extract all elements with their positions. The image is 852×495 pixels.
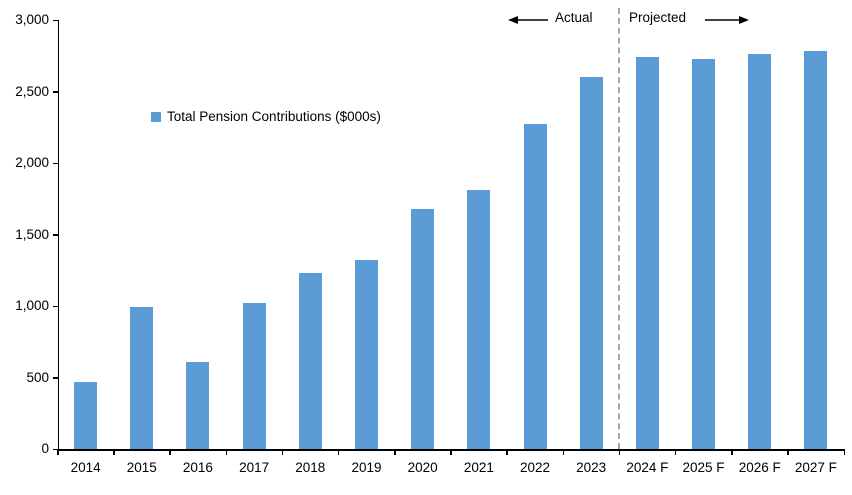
projected-label: Projected: [629, 10, 687, 25]
bar-2017: [242, 303, 266, 449]
right-arrow-icon: [705, 16, 749, 24]
bar-2023: [579, 77, 603, 449]
x-axis-tick-label: 2014: [70, 460, 101, 475]
x-axis-tick-label: 2021: [463, 460, 494, 475]
x-tick-mark: [787, 449, 789, 455]
y-axis-tick-label: 3,000: [15, 12, 49, 27]
x-tick-mark: [281, 449, 284, 455]
y-axis-tick-label: 1,000: [15, 298, 49, 313]
actual-projected-divider: [618, 8, 621, 449]
x-axis-tick-label: 2016: [182, 460, 213, 475]
x-tick-mark: [843, 449, 845, 455]
y-tick-mark: [52, 305, 58, 307]
x-tick-mark: [731, 449, 733, 455]
bar-2016: [186, 361, 210, 449]
y-tick-mark: [52, 162, 58, 164]
x-tick-mark: [57, 449, 59, 455]
chart-legend: Total Pension Contributions ($000s): [151, 109, 381, 125]
x-tick-mark: [394, 449, 396, 455]
x-tick-mark: [674, 449, 677, 455]
x-axis-tick-label: 2026 F: [738, 460, 781, 475]
x-tick-mark: [562, 449, 565, 455]
x-tick-mark: [337, 449, 340, 455]
bar-2021: [467, 190, 491, 449]
y-axis-tick-label: 2,500: [15, 83, 49, 99]
bar-2026-f: [748, 54, 772, 449]
y-tick-mark: [52, 91, 58, 93]
bar-2027-f: [804, 51, 828, 449]
bar-2015: [130, 307, 154, 449]
x-tick-mark: [618, 449, 621, 455]
y-tick-mark: [52, 19, 58, 21]
y-axis-tick-label: 500: [26, 369, 49, 385]
x-tick-mark: [225, 449, 228, 455]
bar-2025-f: [692, 58, 716, 449]
x-axis-tick-label: 2027 F: [794, 460, 837, 475]
y-axis-tick-label: 2,000: [15, 155, 49, 170]
x-tick-mark: [169, 449, 171, 455]
x-axis-tick-label: 2018: [295, 460, 326, 475]
actual-label: Actual: [555, 10, 593, 25]
x-axis-tick-label: 2025 F: [682, 460, 725, 475]
y-tick-mark: [52, 234, 58, 236]
y-tick-mark: [52, 377, 58, 379]
legend-label: Total Pension Contributions ($000s): [167, 109, 381, 124]
y-tick-mark: [52, 448, 58, 450]
x-tick-mark: [450, 449, 452, 455]
bar-2019: [354, 260, 378, 449]
y-axis: [57, 20, 59, 451]
bar-2014: [74, 381, 98, 449]
bar-2020: [411, 208, 435, 449]
x-axis-tick-label: 2017: [239, 460, 270, 475]
left-arrow-icon: [508, 16, 548, 24]
y-axis-tick-label: 1,500: [15, 226, 49, 242]
x-tick-mark: [506, 449, 508, 455]
bar-2022: [523, 124, 547, 449]
x-axis-tick-label: 2020: [407, 460, 438, 475]
x-axis-tick-label: 2015: [126, 460, 157, 475]
x-axis-tick-label: 2024 F: [626, 460, 669, 475]
x-axis-tick-label: 2023: [576, 460, 607, 475]
bar-2024-f: [635, 57, 659, 449]
x-axis-tick-label: 2022: [519, 460, 551, 475]
legend-swatch-icon: [151, 112, 161, 122]
y-axis-tick-label: 0: [41, 441, 49, 456]
x-tick-mark: [113, 449, 115, 455]
bar-2018: [298, 273, 322, 449]
x-axis-tick-label: 2019: [351, 460, 382, 475]
